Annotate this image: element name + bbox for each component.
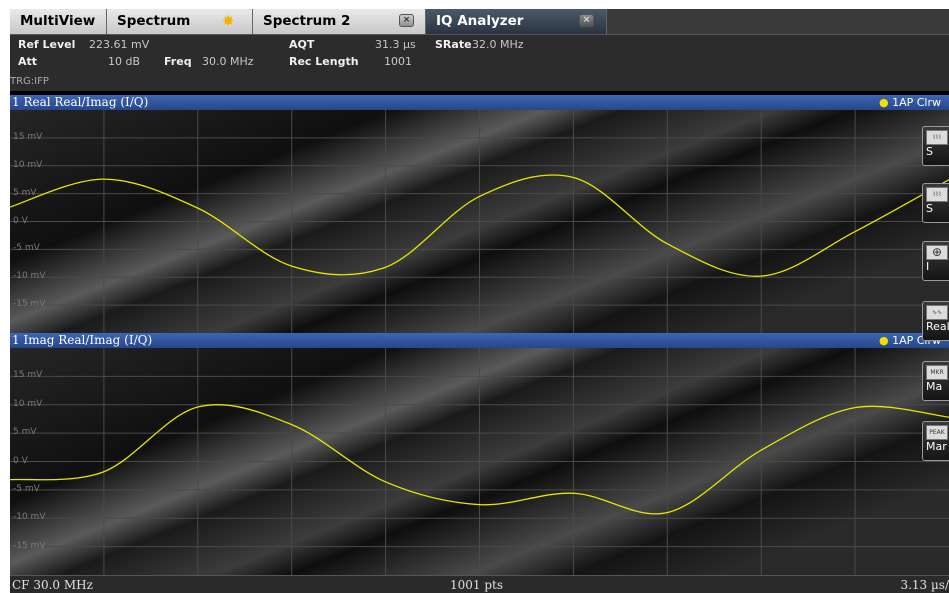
aqt-value: 31.3 µs xyxy=(375,38,416,51)
trace-label: ● 1AP Clrw xyxy=(879,95,941,110)
window-1-chart xyxy=(10,110,949,333)
softkey-label: S xyxy=(926,202,933,215)
att-value: 10 dB xyxy=(108,55,141,68)
softkey-marker-peak[interactable]: PEAK Mar xyxy=(922,421,949,461)
softkey-label: Ma xyxy=(926,380,943,393)
srate-label: SRate xyxy=(435,38,472,51)
window-2-title: 1 Imag Real/Imag (I/Q) xyxy=(12,333,153,347)
softkey-iq[interactable]: ⊕ I xyxy=(922,241,949,281)
window-1-plot[interactable]: 15 mV 10 mV 5 mV 0 V -5 mV -10 mV -15 mV xyxy=(10,110,949,333)
close-icon[interactable]: × xyxy=(579,14,594,27)
marker-icon: MKR xyxy=(926,365,948,380)
y-tick-label: 15 mV xyxy=(13,131,43,142)
tab-label: MultiView xyxy=(20,13,96,29)
ref-level-value: 223.61 mV xyxy=(89,38,150,51)
y-tick-label: 0 V xyxy=(13,215,28,226)
softkey-label: Mar xyxy=(926,440,947,453)
tab-label: Spectrum xyxy=(117,13,191,29)
y-tick-label: 10 mV xyxy=(13,159,43,170)
star-icon: ✸ xyxy=(222,12,235,30)
close-icon[interactable]: × xyxy=(399,14,414,27)
measurement-info-panel: Ref Level 223.61 mV Att 10 dB Freq 30.0 … xyxy=(10,35,949,91)
y-tick-label: -5 mV xyxy=(13,483,40,494)
y-tick-label: -10 mV xyxy=(13,512,46,523)
ref-level-label: Ref Level xyxy=(18,38,76,51)
softkey-label: S xyxy=(926,145,933,158)
center-frequency: CF 30.0 MHz xyxy=(12,578,93,592)
trace-line xyxy=(10,174,949,277)
time-per-division: 3.13 µs/ xyxy=(900,578,949,592)
analyzer-screen: MultiView Spectrum ✸ Spectrum 2 × IQ Ana… xyxy=(10,9,949,593)
window-2-title-bar[interactable]: 1 Imag Real/Imag (I/Q) ● 1AP Clrw xyxy=(10,333,949,348)
spectrum-icon: ⌇⌇⌇ xyxy=(926,187,948,202)
att-label: Att xyxy=(18,55,38,68)
y-tick-label: -15 mV xyxy=(13,299,46,310)
freq-label: Freq xyxy=(164,55,192,68)
y-tick-label: 5 mV xyxy=(13,427,37,438)
softkey-spectrum[interactable]: ⌇⌇⌇ S xyxy=(922,126,949,166)
tab-multiview[interactable]: MultiView xyxy=(10,9,107,34)
crosshair-icon: ⊕ xyxy=(926,245,948,260)
trace-dot-icon: ● xyxy=(878,96,889,109)
spectrum-icon: ⌇⌇⌇ xyxy=(926,130,948,145)
y-tick-label: 0 V xyxy=(13,455,28,466)
softkey-label: Real xyxy=(926,320,949,333)
window-2-chart xyxy=(10,348,949,575)
rec-length-label: Rec Length xyxy=(289,55,359,68)
softkey-spectrogram[interactable]: ⌇⌇⌇ S xyxy=(922,183,949,223)
tab-label: Spectrum 2 xyxy=(263,13,351,29)
tab-bar: MultiView Spectrum ✸ Spectrum 2 × IQ Ana… xyxy=(10,9,949,35)
window-2-plot[interactable]: 15 mV 10 mV 5 mV 0 V -5 mV -10 mV -15 mV xyxy=(10,348,949,575)
waveform-icon: ∿∿ xyxy=(926,305,948,320)
softkey-marker[interactable]: MKR Ma xyxy=(922,361,949,401)
y-tick-label: -5 mV xyxy=(13,243,40,254)
window-1-title: 1 Real Real/Imag (I/Q) xyxy=(12,95,149,109)
trace-dot-icon: ● xyxy=(878,334,889,347)
tab-spectrum[interactable]: Spectrum ✸ xyxy=(107,9,253,34)
tab-spectrum-2[interactable]: Spectrum 2 × xyxy=(253,9,426,34)
softkey-real-imag[interactable]: ∿∿ Real xyxy=(922,301,949,341)
rec-length-value: 1001 xyxy=(384,55,412,68)
srate-value: 32.0 MHz xyxy=(472,38,524,51)
y-tick-label: 5 mV xyxy=(13,187,37,198)
softkey-label: I xyxy=(926,260,930,273)
tab-label: IQ Analyzer xyxy=(436,13,524,29)
y-tick-label: -10 mV xyxy=(13,271,46,282)
window-1-title-bar[interactable]: 1 Real Real/Imag (I/Q) ● 1AP Clrw xyxy=(10,95,949,110)
status-bar: CF 30.0 MHz 1001 pts 3.13 µs/ xyxy=(10,575,949,593)
y-tick-label: -15 mV xyxy=(13,540,46,551)
peak-icon: PEAK xyxy=(926,425,948,440)
y-tick-label: 10 mV xyxy=(13,398,43,409)
y-tick-label: 15 mV xyxy=(13,370,43,381)
points-count: 1001 pts xyxy=(450,578,504,592)
aqt-label: AQT xyxy=(289,38,315,51)
trace-line xyxy=(10,403,949,515)
trace-label-text: 1AP Clrw xyxy=(892,96,941,109)
tab-iq-analyzer[interactable]: IQ Analyzer × xyxy=(426,9,607,34)
trigger-label: TRG:IFP xyxy=(10,76,49,87)
freq-value: 30.0 MHz xyxy=(202,55,254,68)
